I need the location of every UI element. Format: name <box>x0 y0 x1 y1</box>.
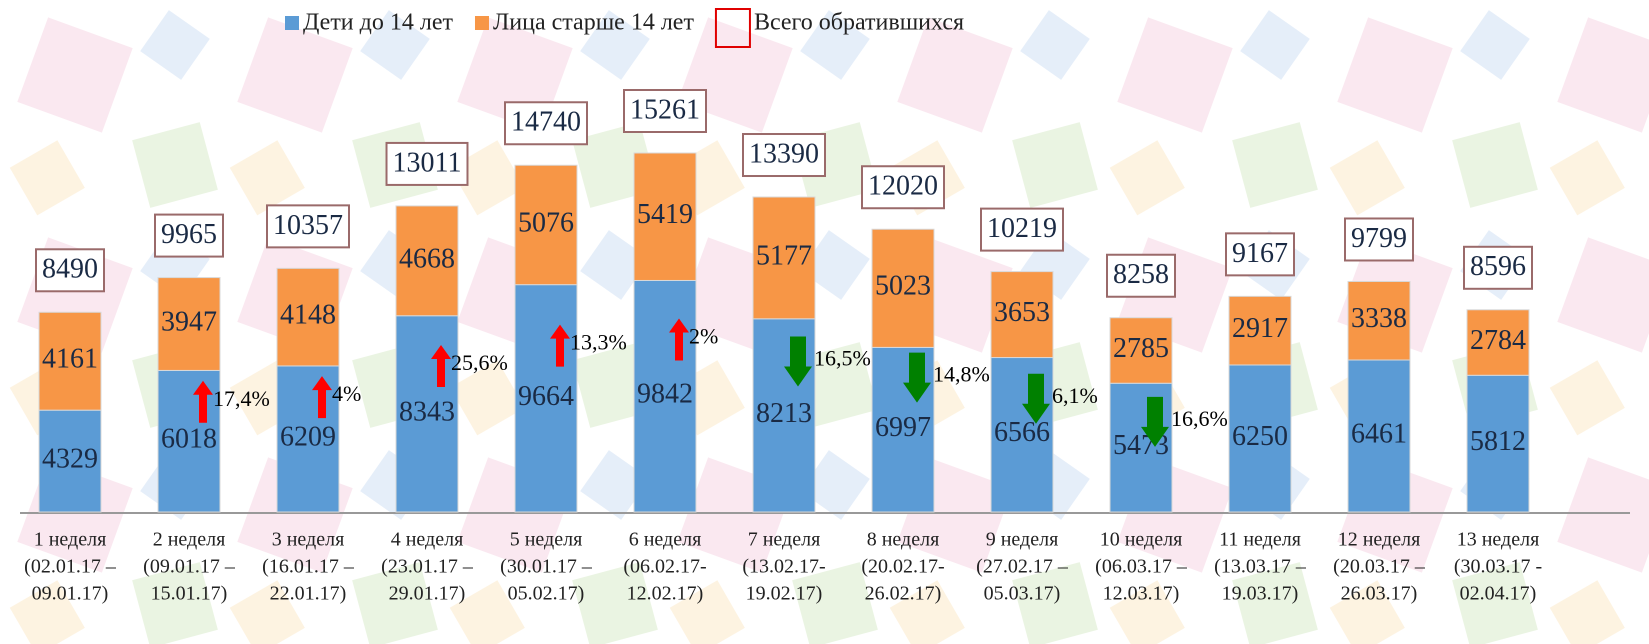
x-tick-label: (06.02.17- <box>623 556 706 578</box>
total-label: 12020 <box>868 171 938 202</box>
data-label: 4668 <box>399 243 455 274</box>
data-label: 5419 <box>637 199 693 230</box>
data-label: 6250 <box>1232 421 1288 452</box>
data-label: 6461 <box>1351 418 1407 449</box>
x-tick-label: 19.02.17) <box>746 583 823 605</box>
change-label: 13,3% <box>570 330 627 355</box>
data-label: 5023 <box>875 271 931 302</box>
x-tick-label: 3 неделя <box>272 529 345 551</box>
x-tick-label: 12.02.17) <box>627 583 704 605</box>
data-label: 5812 <box>1470 426 1526 457</box>
x-tick-label: 2 неделя <box>153 529 226 551</box>
x-tick-label: 05.03.17) <box>984 583 1061 605</box>
x-tick-label: 4 неделя <box>391 529 464 551</box>
data-label: 2917 <box>1232 313 1288 344</box>
x-tick-label: 26.02.17) <box>865 583 942 605</box>
x-tick-label: 12.03.17) <box>1103 583 1180 605</box>
data-label: 5076 <box>518 207 574 238</box>
data-label: 8213 <box>756 398 812 429</box>
data-label: 3653 <box>994 297 1050 328</box>
x-tick-label: 11 неделя <box>1219 529 1301 551</box>
x-tick-label: 19.03.17) <box>1222 583 1299 605</box>
x-tick-label: 29.01.17) <box>389 583 466 605</box>
data-label: 6018 <box>161 424 217 455</box>
x-tick-label: 5 неделя <box>510 529 583 551</box>
x-tick-label: (30.01.17 – <box>500 556 593 578</box>
total-label: 8596 <box>1470 251 1526 282</box>
legend-swatch <box>475 16 489 30</box>
data-label: 6997 <box>875 412 931 443</box>
data-label: 8343 <box>399 396 455 427</box>
x-tick-label: 05.02.17) <box>508 583 585 605</box>
total-label: 10357 <box>273 210 343 241</box>
legend-label: Лица старше 14 лет <box>493 10 694 36</box>
total-label: 13011 <box>393 147 462 178</box>
x-tick-label: 15.01.17) <box>151 583 228 605</box>
data-label: 3947 <box>161 306 217 337</box>
x-tick-label: 7 неделя <box>748 529 821 551</box>
x-tick-label: (06.03.17 – <box>1095 556 1188 578</box>
change-label: 16,6% <box>1171 406 1228 431</box>
change-label: 16,5% <box>814 346 871 371</box>
x-tick-label: (27.02.17 – <box>976 556 1069 578</box>
x-tick-label: 8 неделя <box>867 529 940 551</box>
change-label: 6,1% <box>1052 383 1098 408</box>
data-label: 6566 <box>994 417 1050 448</box>
x-tick-label: (02.01.17 – <box>24 556 117 578</box>
x-tick-label: 10 неделя <box>1100 529 1183 551</box>
x-tick-label: (20.02.17- <box>861 556 944 578</box>
legend-label: Дети до 14 лет <box>303 10 453 36</box>
chart: Дети до 14 лет Лица старше 14 лет Всего об… <box>0 0 1649 644</box>
data-label: 4148 <box>280 300 336 331</box>
data-label: 9842 <box>637 379 693 410</box>
change-label: 17,4% <box>213 386 270 411</box>
total-label: 14740 <box>511 107 581 138</box>
change-label: 2% <box>689 324 718 349</box>
data-label: 4329 <box>42 444 98 475</box>
data-label: 5177 <box>756 240 812 271</box>
data-label: 3338 <box>1351 303 1407 334</box>
data-label: 6209 <box>280 421 336 452</box>
x-tick-label: (09.01.17 – <box>143 556 236 578</box>
change-label: 25,6% <box>451 350 508 375</box>
total-label: 13390 <box>749 138 819 169</box>
total-label: 9799 <box>1351 223 1407 254</box>
x-tick-label: (20.03.17 – <box>1333 556 1426 578</box>
change-label: 4% <box>332 381 361 406</box>
total-label: 10219 <box>987 213 1057 244</box>
total-label: 9167 <box>1232 238 1288 269</box>
total-label: 8258 <box>1113 259 1169 290</box>
x-tick-label: (16.01.17 – <box>262 556 355 578</box>
data-label: 9664 <box>518 381 574 412</box>
legend-swatch <box>285 16 299 30</box>
x-tick-label: 6 неделя <box>629 529 702 551</box>
data-label: 4161 <box>42 344 98 375</box>
total-label: 8490 <box>42 254 98 285</box>
data-label: 2785 <box>1113 333 1169 364</box>
x-tick-label: (13.03.17 – <box>1214 556 1307 578</box>
change-label: 14,8% <box>933 362 990 387</box>
data-label: 2784 <box>1470 325 1526 356</box>
x-tick-label: 02.04.17) <box>1460 583 1537 605</box>
x-tick-label: 9 неделя <box>986 529 1059 551</box>
x-tick-label: 26.03.17) <box>1341 583 1418 605</box>
total-label: 15261 <box>630 94 700 125</box>
x-tick-label: 22.01.17) <box>270 583 347 605</box>
total-label: 9965 <box>161 219 217 250</box>
x-tick-label: 13 неделя <box>1457 529 1540 551</box>
x-tick-label: 1 неделя <box>34 529 107 551</box>
x-tick-label: (13.02.17- <box>742 556 825 578</box>
x-tick-label: 12 неделя <box>1338 529 1421 551</box>
x-tick-label: (30.03.17 - <box>1454 556 1542 578</box>
legend-label: Всего обратившихся <box>754 10 964 36</box>
x-tick-label: (23.01.17 – <box>381 556 474 578</box>
x-tick-label: 09.01.17) <box>32 583 109 605</box>
